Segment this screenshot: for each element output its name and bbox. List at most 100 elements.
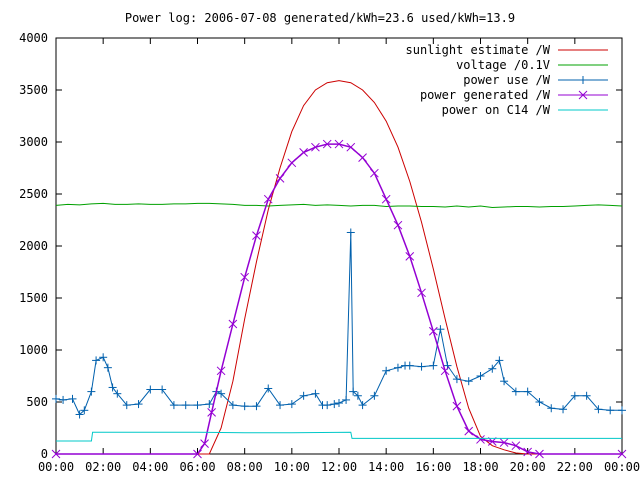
data-point-cross bbox=[381, 194, 391, 204]
legend-label: power generated /W bbox=[420, 88, 551, 102]
x-tick-label: 08:00 bbox=[227, 460, 263, 474]
data-point-plus bbox=[169, 401, 178, 410]
series-4 bbox=[56, 431, 622, 442]
series-0 bbox=[56, 80, 622, 455]
y-tick-label: 500 bbox=[26, 395, 48, 409]
data-point-plus bbox=[335, 399, 343, 408]
data-point-plus bbox=[452, 375, 461, 384]
series-3 bbox=[51, 139, 627, 459]
data-point-plus bbox=[417, 362, 426, 371]
data-point-cross bbox=[51, 449, 61, 459]
data-point-cross bbox=[428, 326, 438, 336]
data-point-plus bbox=[382, 366, 391, 375]
data-point-plus bbox=[523, 387, 532, 396]
x-tick-label: 20:00 bbox=[510, 460, 546, 474]
data-point-plus bbox=[52, 394, 60, 403]
data-point-plus bbox=[193, 401, 202, 410]
data-point-cross bbox=[523, 447, 533, 457]
data-point-plus bbox=[358, 401, 367, 410]
data-point-plus bbox=[346, 228, 355, 237]
x-tick-label: 10:00 bbox=[274, 460, 310, 474]
data-point-plus bbox=[436, 325, 445, 334]
series-line bbox=[56, 143, 622, 455]
legend-label: power use /W bbox=[463, 73, 550, 87]
data-point-plus bbox=[511, 387, 520, 396]
data-point-cross bbox=[476, 435, 485, 444]
y-tick-label: 0 bbox=[41, 447, 48, 461]
y-tick-label: 1000 bbox=[19, 343, 48, 357]
data-point-plus bbox=[228, 401, 237, 410]
y-tick-label: 2000 bbox=[19, 239, 48, 253]
legend-label: voltage /0.1V bbox=[456, 58, 550, 72]
x-tick-label: 18:00 bbox=[462, 460, 498, 474]
data-point-plus bbox=[570, 391, 579, 400]
data-point-plus bbox=[405, 361, 414, 370]
x-tick-label: 06:00 bbox=[179, 460, 215, 474]
data-point-cross bbox=[578, 90, 588, 100]
data-point-cross bbox=[499, 438, 509, 447]
data-point-plus bbox=[276, 401, 285, 410]
data-point-cross bbox=[417, 288, 426, 298]
data-point-cross bbox=[617, 449, 627, 459]
legend-label: power on C14 /W bbox=[442, 103, 551, 117]
data-point-plus bbox=[264, 384, 273, 393]
data-point-cross bbox=[287, 158, 297, 168]
data-point-plus bbox=[500, 377, 509, 386]
legend-item: voltage /0.1V bbox=[456, 58, 608, 72]
series-line bbox=[55, 202, 623, 209]
data-point-cross bbox=[240, 272, 250, 282]
data-point-plus bbox=[559, 405, 568, 414]
data-point-plus bbox=[59, 395, 68, 404]
data-point-plus bbox=[349, 387, 358, 396]
x-tick-label: 16:00 bbox=[415, 460, 451, 474]
data-point-plus bbox=[488, 364, 497, 373]
data-point-cross bbox=[228, 319, 238, 329]
data-point-plus bbox=[217, 389, 226, 398]
data-point-plus bbox=[113, 389, 122, 398]
data-point-plus bbox=[240, 402, 249, 411]
legend-item: sunlight estimate /W bbox=[406, 43, 608, 57]
data-point-plus bbox=[535, 398, 544, 406]
data-point-cross bbox=[263, 194, 273, 204]
data-point-plus bbox=[252, 402, 261, 411]
data-point-plus bbox=[68, 394, 77, 403]
data-point-plus bbox=[108, 383, 117, 392]
data-point-plus bbox=[606, 406, 615, 415]
data-point-plus bbox=[75, 410, 84, 419]
data-point-plus bbox=[181, 401, 190, 410]
x-tick-label: 22:00 bbox=[557, 460, 593, 474]
data-point-cross bbox=[346, 142, 356, 152]
data-point-plus bbox=[103, 363, 112, 372]
series-line bbox=[56, 80, 622, 455]
series-layer bbox=[51, 80, 627, 459]
data-point-plus bbox=[582, 391, 591, 400]
data-point-plus bbox=[134, 400, 143, 409]
x-tick-label: 02:00 bbox=[85, 460, 121, 474]
series-line bbox=[56, 431, 622, 442]
x-tick-label: 00:00 bbox=[38, 460, 74, 474]
data-point-cross bbox=[207, 408, 217, 417]
axis-ticks: 00:00 02:00 04:00 06:00 08:00 10:00 12:00 14:00… bbox=[19, 31, 640, 474]
data-point-cross bbox=[370, 168, 379, 178]
data-point-cross bbox=[535, 449, 544, 459]
y-tick-label: 2500 bbox=[19, 187, 48, 201]
data-point-cross bbox=[334, 139, 344, 149]
data-point-plus bbox=[579, 76, 587, 84]
data-point-cross bbox=[193, 449, 202, 459]
data-point-plus bbox=[287, 400, 296, 409]
data-point-cross bbox=[200, 439, 209, 448]
data-point-cross bbox=[275, 174, 285, 183]
data-point-plus bbox=[330, 400, 339, 409]
y-tick-label: 1500 bbox=[19, 291, 48, 305]
data-point-plus bbox=[353, 391, 362, 400]
data-point-cross bbox=[322, 139, 332, 149]
x-tick-label: 04:00 bbox=[132, 460, 168, 474]
series-2 bbox=[52, 228, 626, 419]
data-point-plus bbox=[80, 406, 89, 415]
y-tick-label: 3500 bbox=[19, 83, 48, 97]
data-point-cross bbox=[464, 426, 474, 436]
x-tick-label: 00:00 bbox=[604, 460, 640, 474]
